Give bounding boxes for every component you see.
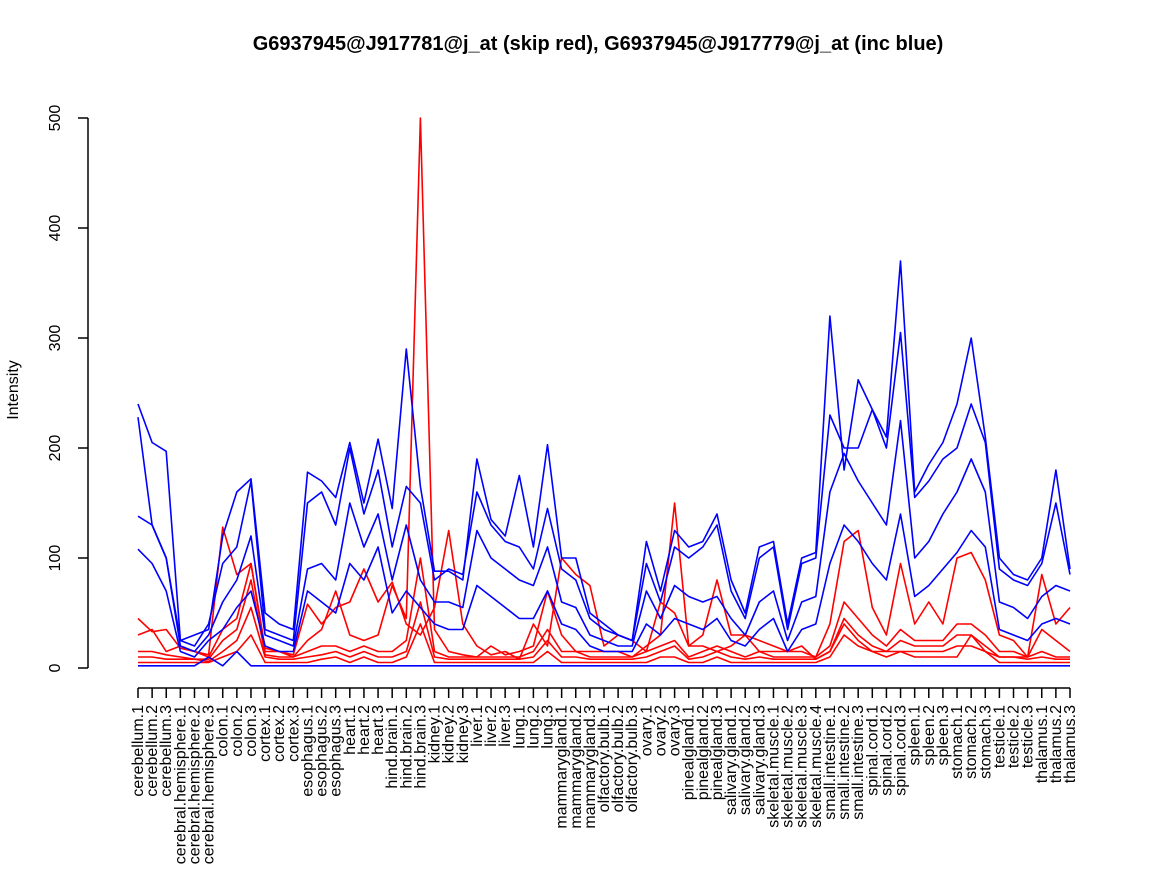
- y-tick-label: 400: [47, 215, 64, 242]
- x-tick-label: heart.1: [342, 705, 359, 755]
- x-tick-label: stomach.2: [963, 705, 980, 779]
- series-line-inc-7: [137, 419, 1071, 653]
- y-tick-label: 300: [47, 325, 64, 352]
- y-axis: 0 100 200 300 400 500: [47, 105, 89, 672]
- x-tick-label: salivary.gland.2: [737, 705, 754, 815]
- x-tick-label: skeletal.muscle.3: [794, 705, 811, 828]
- x-tick-label: olfactory.bulb.1: [596, 705, 613, 812]
- series-line-inc-8: [137, 513, 1071, 658]
- x-tick-label: thalamus.1: [1034, 705, 1051, 783]
- x-tick-label: cortex.2: [271, 705, 288, 762]
- x-tick-label: kidney.3: [455, 705, 472, 764]
- x-tick-label: ovary.1: [638, 705, 655, 756]
- x-tick-label: heart.2: [356, 705, 373, 755]
- x-tick-label: testicle.1: [991, 705, 1008, 768]
- x-tick-label: skeletal.muscle.2: [780, 705, 797, 828]
- x-tick-label: thalamus.3: [1062, 705, 1079, 783]
- x-tick-label: salivary.gland.1: [723, 705, 740, 815]
- series-line-skip-3: [138, 601, 1070, 663]
- x-tick-label: esophagus.3: [328, 705, 345, 797]
- x-tick-label: lung.2: [525, 705, 542, 749]
- x-tick-label: olfactory.bulb.2: [610, 705, 627, 812]
- x-tick-label: cerebellum.2: [144, 705, 161, 797]
- x-tick-label: spinal.cord.2: [878, 705, 895, 796]
- x-tick-label: olfactory.bulb.3: [624, 705, 641, 812]
- x-tick-label: salivary.gland.3: [751, 705, 768, 815]
- x-tick-label: cortex.3: [285, 705, 302, 762]
- y-tick-label: 100: [47, 545, 64, 572]
- x-tick-label: cerebral.hemisphere.3: [201, 705, 218, 864]
- x-tick-label: spinal.cord.1: [864, 705, 881, 796]
- x-tick-label: ovary.3: [667, 705, 684, 756]
- x-tick-label: liver.2: [483, 705, 500, 747]
- x-tick-label: spleen.2: [921, 705, 938, 766]
- x-tick-label: heart.3: [370, 705, 387, 755]
- x-tick-label: spleen.3: [935, 705, 952, 766]
- y-tick-label: 200: [47, 435, 64, 462]
- y-tick-label: 500: [47, 105, 64, 132]
- x-tick-label: skeletal.muscle.4: [808, 705, 825, 828]
- x-tick-label: testicle.3: [1020, 705, 1037, 768]
- y-axis-label: Intensity: [5, 360, 22, 420]
- x-tick-label: colon.3: [243, 705, 260, 757]
- x-tick-label: kidney.1: [427, 705, 444, 764]
- x-tick-label: cortex.1: [257, 705, 274, 762]
- series-line-skip-1: [137, 117, 1071, 658]
- x-tick-label: lung.3: [540, 705, 557, 749]
- x-tick-label: esophagus.2: [314, 705, 331, 797]
- series-layer: [137, 117, 1071, 667]
- x-tick-label: liver.1: [469, 705, 486, 747]
- series-line-skip-4: [138, 623, 1070, 664]
- x-tick-label: cerebellum.3: [158, 705, 175, 797]
- x-tick-label: kidney.2: [441, 705, 458, 764]
- series-line-skip-0: [137, 526, 1071, 661]
- x-tick-label: hind.brain.1: [384, 705, 401, 789]
- x-tick-label: spleen.1: [907, 705, 924, 766]
- x-tick-label: small.intestine.2: [836, 705, 853, 820]
- y-tick-label: 0: [47, 663, 64, 672]
- x-tick-label: ovary.2: [652, 705, 669, 756]
- x-tick-label: small.intestine.1: [822, 705, 839, 820]
- x-tick-label: pinealgland.1: [681, 705, 698, 800]
- x-tick-label: mammarygland.2: [568, 705, 585, 829]
- x-tick-label: liver.3: [497, 705, 514, 747]
- x-tick-label: spinal.cord.3: [893, 705, 910, 796]
- x-tick-label: stomach.1: [949, 705, 966, 779]
- chart-title: G6937945@J917781@j_at (skip red), G69379…: [253, 33, 944, 55]
- x-tick-label: small.intestine.3: [850, 705, 867, 820]
- series-line-skip-2: [138, 557, 1070, 661]
- x-tick-label: skeletal.muscle.1: [765, 705, 782, 828]
- x-tick-label: thalamus.2: [1048, 705, 1065, 783]
- x-tick-label: pinealgland.3: [709, 705, 726, 800]
- x-tick-label: colon.2: [229, 705, 246, 757]
- x-tick-label: esophagus.1: [299, 705, 316, 797]
- x-tick-label: hind.brain.2: [398, 705, 415, 789]
- x-tick-label: hind.brain.3: [412, 705, 429, 789]
- x-tick-label: pinealgland.2: [695, 705, 712, 800]
- x-tick-label: lung.1: [511, 705, 528, 749]
- x-tick-label: testicle.2: [1006, 705, 1023, 768]
- x-tick-label: cerebellum.1: [130, 705, 147, 797]
- x-axis: cerebellum.1cerebellum.2cerebellum.3cere…: [130, 687, 1079, 864]
- x-tick-label: cerebral.hemisphere.2: [186, 705, 203, 864]
- x-tick-label: colon.1: [215, 705, 232, 757]
- series-line-inc-6: [137, 331, 1071, 647]
- series-line-inc-9: [138, 650, 1070, 667]
- x-tick-label: stomach.3: [977, 705, 994, 779]
- x-tick-label: mammarygland.1: [554, 705, 571, 829]
- x-tick-label: cerebral.hemisphere.1: [172, 705, 189, 864]
- x-tick-label: mammarygland.3: [582, 705, 599, 829]
